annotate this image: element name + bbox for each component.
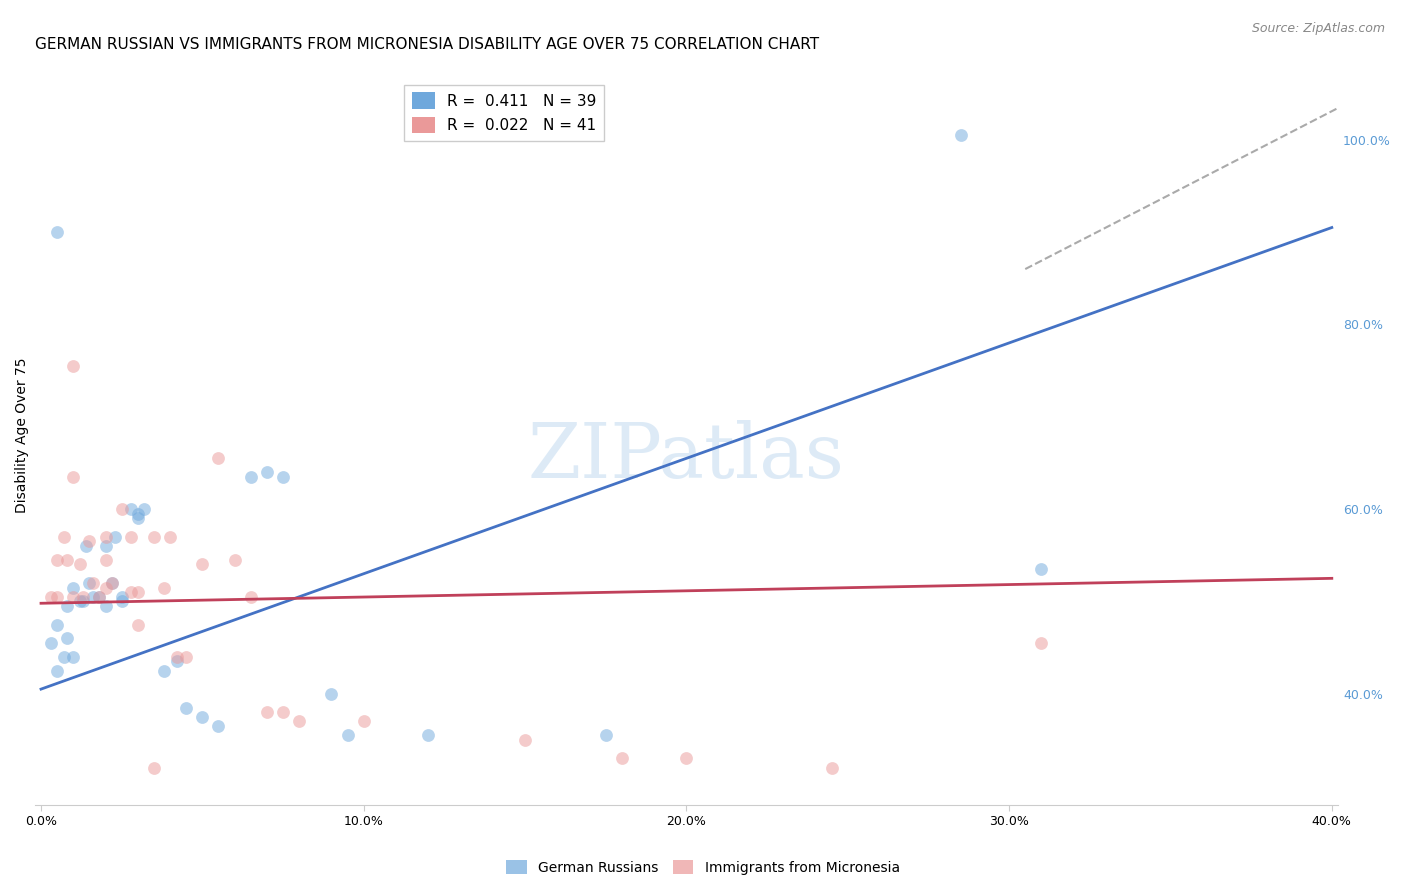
Point	[46, 590, 69, 604]
Point	[39, 590, 62, 604]
Point	[174, 700, 197, 714]
Point	[46, 225, 69, 239]
Point	[94, 599, 117, 613]
Point	[127, 511, 149, 525]
Point	[69, 594, 91, 608]
Point	[120, 502, 142, 516]
Point	[675, 751, 697, 765]
Point	[1031, 636, 1053, 650]
Point	[271, 470, 294, 484]
Point	[39, 636, 62, 650]
Point	[207, 719, 229, 733]
Point	[820, 761, 842, 775]
Point	[46, 617, 69, 632]
Point	[111, 502, 134, 516]
Point	[142, 761, 165, 775]
Point	[94, 553, 117, 567]
Point	[595, 728, 617, 742]
Point	[134, 502, 156, 516]
Point	[418, 728, 440, 742]
Point	[321, 687, 343, 701]
Point	[120, 530, 142, 544]
Legend: German Russians, Immigrants from Micronesia: German Russians, Immigrants from Microne…	[501, 855, 905, 880]
Point	[152, 664, 174, 678]
Point	[72, 594, 94, 608]
Point	[1031, 562, 1053, 576]
Point	[127, 507, 149, 521]
Point	[513, 732, 536, 747]
Point	[101, 576, 124, 591]
Point	[336, 728, 359, 742]
Point	[120, 585, 142, 599]
Point	[104, 530, 127, 544]
Point	[46, 664, 69, 678]
Point	[82, 590, 104, 604]
Point	[166, 649, 188, 664]
Point	[62, 581, 84, 595]
Legend: R =  0.411   N = 39, R =  0.022   N = 41: R = 0.411 N = 39, R = 0.022 N = 41	[404, 85, 603, 141]
Point	[87, 590, 110, 604]
Point	[271, 705, 294, 719]
Point	[94, 530, 117, 544]
Point	[75, 539, 97, 553]
Point	[62, 590, 84, 604]
Point	[166, 655, 188, 669]
Point	[207, 451, 229, 466]
Point	[111, 594, 134, 608]
Text: GERMAN RUSSIAN VS IMMIGRANTS FROM MICRONESIA DISABILITY AGE OVER 75 CORRELATION : GERMAN RUSSIAN VS IMMIGRANTS FROM MICRON…	[35, 37, 818, 53]
Point	[46, 553, 69, 567]
Y-axis label: Disability Age Over 75: Disability Age Over 75	[15, 358, 30, 513]
Point	[127, 617, 149, 632]
Point	[56, 553, 79, 567]
Point	[101, 576, 124, 591]
Point	[62, 470, 84, 484]
Text: Source: ZipAtlas.com: Source: ZipAtlas.com	[1251, 22, 1385, 36]
Point	[94, 539, 117, 553]
Point	[353, 714, 375, 729]
Point	[79, 576, 101, 591]
Point	[79, 534, 101, 549]
Point	[256, 465, 278, 479]
Point	[239, 470, 262, 484]
Text: ZIPatlas: ZIPatlas	[529, 420, 845, 494]
Point	[56, 632, 79, 646]
Point	[949, 128, 972, 143]
Point	[111, 590, 134, 604]
Point	[127, 585, 149, 599]
Point	[256, 705, 278, 719]
Point	[52, 649, 75, 664]
Point	[191, 710, 214, 724]
Point	[56, 599, 79, 613]
Point	[142, 530, 165, 544]
Point	[152, 581, 174, 595]
Point	[288, 714, 311, 729]
Point	[87, 590, 110, 604]
Point	[72, 590, 94, 604]
Point	[62, 649, 84, 664]
Point	[191, 558, 214, 572]
Point	[69, 558, 91, 572]
Point	[62, 359, 84, 373]
Point	[239, 590, 262, 604]
Point	[224, 553, 246, 567]
Point	[94, 581, 117, 595]
Point	[610, 751, 633, 765]
Point	[174, 649, 197, 664]
Point	[82, 576, 104, 591]
Point	[52, 530, 75, 544]
Point	[159, 530, 181, 544]
